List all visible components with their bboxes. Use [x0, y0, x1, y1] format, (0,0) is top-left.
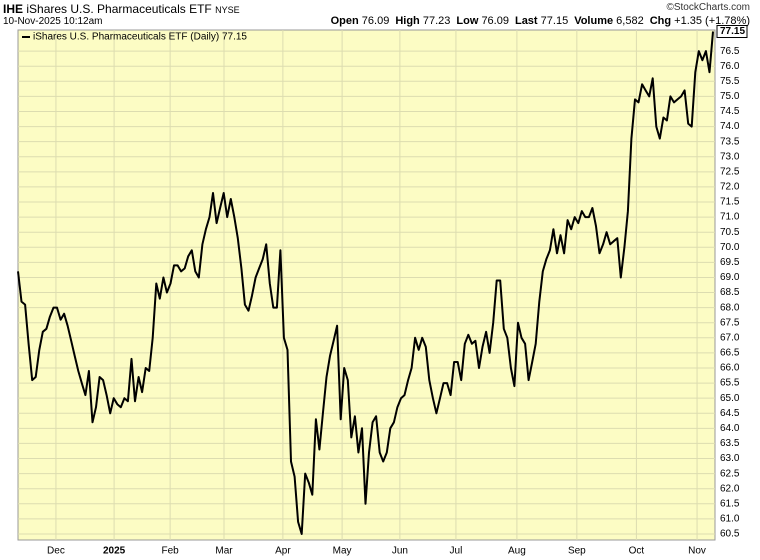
quote-value: 77.15: [540, 15, 569, 27]
last-value-box: [716, 25, 748, 39]
quote-value: 77.23: [422, 15, 451, 27]
x-tick-label: Mar: [215, 546, 233, 557]
quote-label: Open: [330, 15, 359, 27]
x-tick-label: Sep: [568, 546, 586, 557]
y-tick-label: 62.0: [720, 483, 740, 494]
x-tick-label: Feb: [162, 546, 180, 557]
x-tick-label: 2025: [103, 546, 126, 557]
y-tick-label: 71.0: [720, 212, 740, 223]
y-tick-label: 74.0: [720, 121, 740, 132]
legend-label: iShares U.S. Pharmaceuticals ETF (Daily)…: [33, 32, 247, 43]
credit: ©StockCharts.com: [666, 2, 750, 13]
y-tick-label: 71.5: [720, 197, 740, 208]
quote-value: 6,582: [616, 15, 644, 27]
y-tick-label: 61.5: [720, 498, 740, 509]
quote-value: 76.09: [481, 15, 509, 27]
y-tick-label: 64.0: [720, 423, 740, 434]
y-tick-label: 73.5: [720, 136, 740, 147]
quote-label: Last: [514, 15, 538, 27]
quote-label: Chg: [649, 15, 672, 27]
y-tick-label: 70.5: [720, 227, 740, 238]
y-tick-label: 72.5: [720, 166, 740, 177]
x-tick-label: Aug: [508, 546, 526, 557]
quote-value: 76.09: [361, 15, 390, 27]
y-tick-label: 75.0: [720, 91, 740, 102]
quote-label: Volume: [574, 15, 614, 27]
y-tick-label: 76.5: [720, 46, 740, 57]
quote: Open 76.09 High 77.23 Low 76.09 Last 77.15 V…: [325, 15, 750, 27]
y-tick-label: 62.5: [720, 468, 740, 479]
plot-area: [17, 29, 716, 541]
last-value-label: 77.15: [720, 26, 745, 37]
x-tick-label: Apr: [275, 546, 291, 557]
quote-label: Low: [456, 15, 479, 27]
quote-value: +1.35 (+1.78%): [674, 15, 750, 27]
x-tick-label: Jun: [392, 546, 408, 557]
x-tick-label: Nov: [688, 546, 706, 557]
price-line: [17, 31, 714, 535]
y-tick-label: 74.5: [720, 106, 740, 117]
y-tick-label: 67.0: [720, 332, 740, 343]
timestamp: 10-Nov-2025 10:12am: [3, 16, 103, 27]
x-tick-label: May: [333, 546, 352, 557]
y-tick-label: 66.5: [720, 348, 740, 359]
y-tick-label: 65.0: [720, 393, 740, 404]
title: iShares U.S. Pharmaceuticals ETF: [26, 2, 212, 16]
x-tick-label: Jul: [450, 546, 463, 557]
y-tick-label: 66.0: [720, 363, 740, 374]
symbol: IHE: [3, 2, 24, 16]
x-tick-label: Oct: [629, 546, 645, 557]
exchange: NYSE: [215, 5, 240, 15]
y-tick-label: 67.5: [720, 317, 740, 328]
y-tick-label: 70.0: [720, 242, 740, 253]
y-tick-label: 64.5: [720, 408, 740, 419]
y-tick-label: 73.0: [720, 151, 740, 162]
header: IHE iShares U.S. Pharmaceuticals ETF NYS…: [3, 2, 240, 16]
quote-label: High: [395, 15, 420, 27]
x-tick-label: Dec: [47, 546, 65, 557]
y-tick-label: 65.5: [720, 378, 740, 389]
y-tick-label: 68.5: [720, 287, 740, 298]
y-tick-label: 60.5: [720, 529, 740, 540]
y-tick-label: 72.0: [720, 182, 740, 193]
y-tick-label: 75.5: [720, 76, 740, 87]
y-tick-label: 76.0: [720, 61, 740, 72]
y-tick-label: 63.0: [720, 453, 740, 464]
y-tick-label: 69.5: [720, 257, 740, 268]
y-tick-label: 69.0: [720, 272, 740, 283]
y-tick-label: 63.5: [720, 438, 740, 449]
y-tick-label: 68.0: [720, 302, 740, 313]
y-tick-label: 61.0: [720, 514, 740, 525]
